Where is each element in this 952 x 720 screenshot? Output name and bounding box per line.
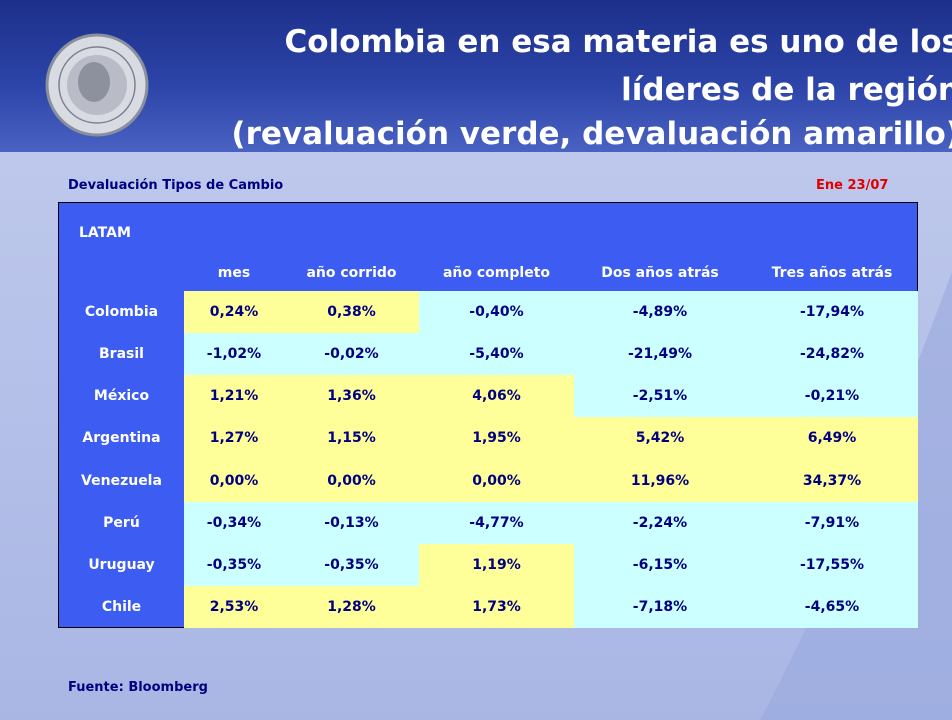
data-cell: 11,96% [574, 459, 746, 502]
data-cell: 1,36% [284, 375, 419, 418]
data-cell: 0,00% [184, 459, 284, 502]
data-cell: -4,77% [419, 501, 574, 544]
data-cell: -0,13% [284, 501, 419, 544]
column-header: año completo [442, 265, 551, 281]
data-cell: -24,82% [746, 333, 918, 376]
data-cell: -2,24% [574, 501, 746, 544]
row-header: Chile [101, 598, 142, 615]
table-caption: Devaluación Tipos de Cambio [68, 178, 284, 193]
row-header: Venezuela [81, 472, 162, 489]
column-header: Dos años atrás [601, 265, 719, 281]
data-cell: -0,02% [284, 333, 419, 376]
logo [45, 33, 149, 137]
data-cell: 1,15% [284, 417, 419, 460]
data-cell: 0,24% [184, 291, 284, 334]
row-header: México [93, 388, 150, 405]
title-line: Colombia en esa materia es uno de los [284, 24, 952, 60]
column-header: año corrido [306, 265, 397, 281]
data-cell: -4,65% [746, 585, 918, 628]
group-label: LATAM [79, 225, 131, 241]
data-cell: 0,38% [284, 291, 419, 334]
header-band: Colombia en esa materia es uno de los lí… [0, 0, 952, 152]
data-cell: -0,40% [419, 291, 574, 334]
table-date: Ene 23/07 [816, 178, 889, 193]
data-cell: 4,06% [419, 375, 574, 418]
row-header: Argentina [82, 430, 161, 447]
column-header: mes [217, 265, 251, 281]
data-cell: -1,02% [184, 333, 284, 376]
data-cell: 0,00% [419, 459, 574, 502]
data-cell: -5,40% [419, 333, 574, 376]
data-cell: -21,49% [574, 333, 746, 376]
data-cell: -0,35% [284, 543, 419, 586]
data-cell: -17,55% [746, 543, 918, 586]
data-cell: -7,18% [574, 585, 746, 628]
data-cell: 2,53% [184, 585, 284, 628]
data-cell: 5,42% [574, 417, 746, 460]
data-cell: -6,15% [574, 543, 746, 586]
column-header: Tres años atrás [771, 265, 893, 281]
data-cell: 1,19% [419, 543, 574, 586]
title-line: líderes de la región [621, 72, 952, 108]
data-cell: -17,94% [746, 291, 918, 334]
data-cell: -7,91% [746, 501, 918, 544]
data-cell: 1,27% [184, 417, 284, 460]
data-cell: -0,34% [184, 501, 284, 544]
data-cell: 6,49% [746, 417, 918, 460]
data-cell: 1,73% [419, 585, 574, 628]
row-header: Uruguay [88, 556, 155, 573]
row-header: Colombia [84, 304, 159, 321]
data-cell: 0,00% [284, 459, 419, 502]
data-cell: -0,21% [746, 375, 918, 418]
data-cell: 1,21% [184, 375, 284, 418]
data-cell: 1,95% [419, 417, 574, 460]
data-cell: 34,37% [746, 459, 918, 502]
data-cell: -0,35% [184, 543, 284, 586]
row-header: Brasil [99, 346, 144, 363]
row-header: Perú [103, 514, 140, 531]
source: Fuente: Bloomberg [68, 680, 208, 695]
table: LATAM mes año corrido año completo Dos años… [58, 202, 918, 628]
data-cell: 1,28% [284, 585, 419, 628]
title-line: (revaluación verde, devaluación amarillo… [231, 116, 952, 152]
data-cell: -2,51% [574, 375, 746, 418]
data-cell: -4,89% [574, 291, 746, 334]
